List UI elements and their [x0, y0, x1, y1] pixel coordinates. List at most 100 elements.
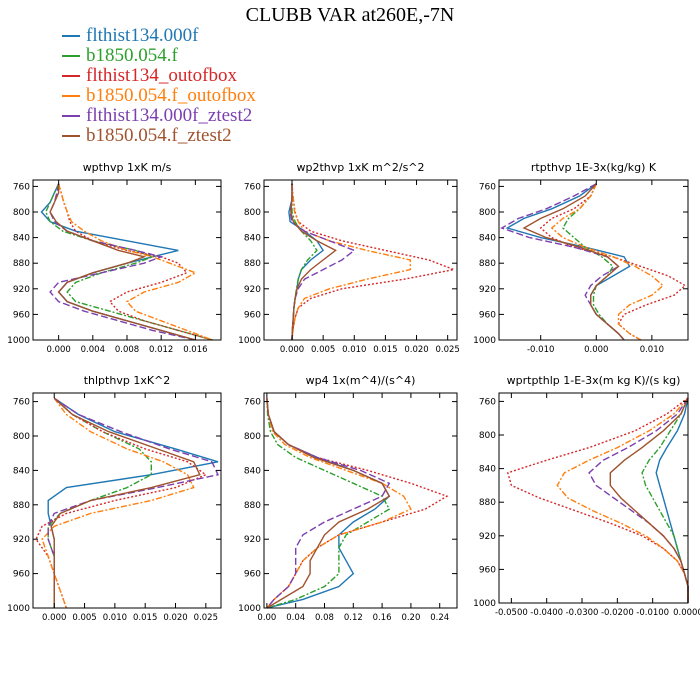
series-line [266, 398, 412, 609]
x-tick-label: 0.12 [344, 613, 363, 623]
series-line [588, 397, 689, 603]
legend-label: b1850.054.f_outofbox [86, 85, 256, 106]
y-tick-label: 1000 [473, 336, 496, 346]
series-line [266, 398, 391, 609]
series-line [35, 397, 208, 609]
y-tick-label: 800 [479, 431, 496, 441]
y-tick-label: 880 [244, 501, 261, 511]
legend-swatch [62, 135, 80, 137]
x-tick-label: 0.000 [46, 345, 70, 355]
series-line [45, 183, 213, 341]
y-tick-label: 800 [479, 208, 496, 218]
y-tick-label: 1000 [473, 599, 496, 609]
chart-panel: wp4 1x(m^4)/(s^4)76080084088092096010000… [238, 374, 458, 623]
series-line [41, 397, 195, 609]
y-tick-label: 960 [13, 570, 30, 580]
y-tick-label: 760 [13, 182, 30, 192]
x-tick-label: 0.010 [342, 345, 366, 355]
y-tick-label: 1000 [238, 604, 261, 614]
series-line [266, 398, 391, 609]
panel-title: wp2thvp 1xK m^2/s^2 [296, 161, 424, 174]
x-tick-label: 0.016 [183, 345, 207, 355]
y-tick-label: 840 [13, 466, 30, 476]
series-line [500, 183, 625, 341]
y-tick-label: 960 [479, 565, 496, 575]
x-tick-label: -0.0200 [601, 608, 634, 618]
x-tick-label: -0.0400 [530, 608, 563, 618]
x-tick-label: 0.010 [103, 613, 127, 623]
y-tick-label: 840 [244, 234, 261, 244]
panel-frame [498, 179, 689, 341]
panel-title: wpthvp 1xK m/s [83, 161, 172, 174]
y-tick-label: 880 [13, 259, 30, 269]
y-tick-label: 800 [13, 208, 30, 218]
series-line [47, 397, 219, 608]
x-tick-label: 0.16 [373, 613, 392, 623]
legend-swatch [62, 75, 80, 77]
legend-item: b1850.054.f_outofbox [62, 86, 256, 106]
y-tick-label: 760 [479, 397, 496, 407]
y-tick-label: 800 [13, 432, 30, 442]
y-tick-label: 760 [13, 398, 30, 408]
series-line [47, 397, 220, 608]
y-tick-label: 840 [244, 466, 261, 476]
x-tick-label: -0.0500 [495, 608, 528, 618]
y-tick-label: 760 [479, 182, 496, 192]
legend-item: flthist134.000f [62, 26, 256, 46]
series-line [609, 397, 689, 603]
y-tick-label: 760 [244, 398, 261, 408]
y-tick-label: 960 [13, 310, 30, 320]
y-tick-label: 920 [479, 532, 496, 542]
y-tick-label: 760 [244, 182, 261, 192]
series-line [550, 183, 665, 341]
y-tick-label: 920 [244, 535, 261, 545]
series-line [49, 183, 196, 341]
x-tick-label: -0.0100 [636, 608, 669, 618]
series-line [522, 183, 625, 341]
panel-title: rtpthvp 1E-3x(kg/kg) K [531, 161, 657, 174]
legend: flthist134.000f b1850.054.f flthist134_o… [62, 26, 256, 146]
panel-frame [263, 392, 458, 609]
x-tick-label: 0.005 [72, 613, 96, 623]
y-tick-label: 920 [13, 535, 30, 545]
x-tick-label: 0.025 [435, 345, 459, 355]
y-tick-label: 840 [13, 234, 30, 244]
chart-panel: rtpthvp 1E-3x(kg/kg) K 760 800 840 880 920 960… [473, 161, 689, 355]
x-tick-label: 0.04 [286, 613, 305, 623]
legend-label: b1850.054.f [86, 45, 178, 66]
x-tick-label: 0.010 [640, 345, 664, 355]
x-tick-label: 0.24 [430, 613, 449, 623]
y-tick-label: 1000 [7, 604, 30, 614]
series-line [57, 183, 213, 341]
series-line [641, 397, 689, 603]
x-tick-label: 0.015 [133, 613, 157, 623]
legend-swatch [62, 55, 80, 57]
legend-label: flthist134.000f_ztest2 [86, 105, 253, 126]
figure-title: CLUBB VAR at260E,-7N [245, 4, 455, 26]
y-tick-label: 920 [244, 285, 261, 295]
legend-item: b1850.054.f [62, 46, 256, 66]
legend-swatch [62, 115, 80, 117]
x-tick-label: 0.08 [315, 613, 334, 623]
panel-frame [32, 179, 222, 341]
x-tick-label: 0.015 [373, 345, 397, 355]
x-tick-label: 0.008 [115, 345, 139, 355]
legend-label: b1850.054.f_ztest2 [86, 125, 232, 146]
x-tick-label: -0.010 [527, 345, 554, 355]
panel-title: wp4 1x(m^4)/(s^4) [306, 374, 416, 387]
series-line [289, 183, 356, 341]
y-tick-label: 920 [13, 285, 30, 295]
series-line [505, 183, 631, 341]
x-tick-label: 0.00 [257, 613, 276, 623]
x-tick-label: 0.012 [149, 345, 173, 355]
x-tick-label: 0.020 [404, 345, 428, 355]
x-tick-label: 0.000 [42, 613, 66, 623]
panel-frame [263, 179, 458, 341]
series-line [556, 397, 689, 603]
x-tick-label: 0.025 [194, 613, 218, 623]
series-line [562, 183, 625, 341]
y-tick-label: 880 [13, 501, 30, 511]
y-tick-label: 840 [479, 465, 496, 475]
x-tick-label: -0.0300 [566, 608, 599, 618]
